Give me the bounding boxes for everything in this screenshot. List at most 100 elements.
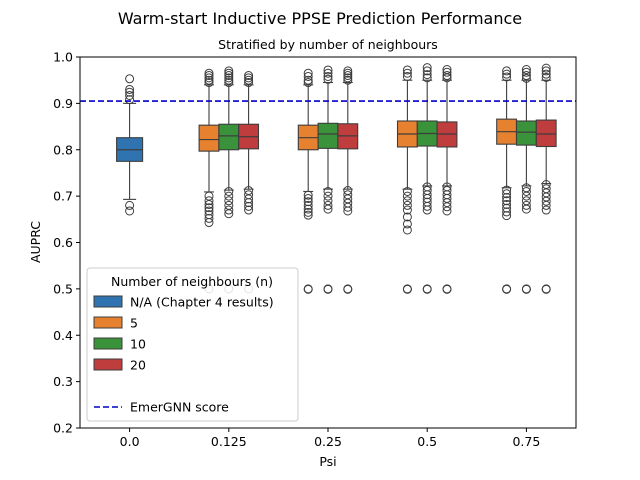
series-3-box-0-outlier-2 bbox=[244, 75, 254, 85]
y-tick-label-5: 0.7 bbox=[53, 189, 73, 204]
series-1 bbox=[198, 65, 518, 294]
series-1-box-0-outlier-7 bbox=[204, 199, 214, 209]
series-1-box-0-outlier-5 bbox=[204, 191, 214, 201]
series-0-box-0-outlier-0 bbox=[125, 74, 135, 84]
series-1-box-2-outlier-10 bbox=[402, 225, 412, 235]
series-0-box-0-outlier-5 bbox=[125, 200, 135, 210]
y-tick-label-1: 0.3 bbox=[53, 374, 73, 389]
series-1-box-3-outlier-0 bbox=[502, 66, 512, 76]
axes: 0.2 0.3 0.4 0.5 0.6 0.7 0.8 0.9 1.0 0.0 0.125 0.25 0… bbox=[53, 50, 540, 450]
series-1-box-2-outlier-2 bbox=[402, 71, 412, 81]
series-1-box-3-outlier-10 bbox=[502, 211, 512, 221]
series-2-box-0 bbox=[218, 123, 240, 151]
series-1-box-0-outlier-2 bbox=[204, 73, 214, 83]
series-2-box-0-outlier-6 bbox=[224, 186, 234, 196]
legend-label-1: 5 bbox=[130, 316, 138, 331]
series-1-box-0-outlier-3 bbox=[204, 75, 214, 85]
series-2-box-2-outlier-1 bbox=[422, 66, 432, 76]
series-1-box-2-outlier-9 bbox=[402, 219, 412, 229]
series-1-box-2-outlier-12 bbox=[402, 284, 412, 294]
series-3-box-2-outlier-12 bbox=[442, 284, 452, 294]
series-2-box-0-outlier-8 bbox=[224, 196, 234, 206]
y-axis-label: AUPRC bbox=[28, 221, 43, 263]
x-tick-label-0: 0.0 bbox=[120, 434, 140, 449]
series-3-box-0-outlier-7 bbox=[244, 198, 254, 208]
legend: Number of neighbours (n) N/A (Chapter 4 … bbox=[86, 267, 299, 422]
series-3-box-2-outlier-9 bbox=[442, 202, 452, 212]
series-2-box-3-outlier-2 bbox=[521, 71, 531, 81]
series-2-box-0-outlier-2 bbox=[224, 71, 234, 81]
series-2-box-2-outlier-6 bbox=[422, 190, 432, 200]
series-0-box-0-outlier-4 bbox=[125, 95, 135, 105]
series-3-box-0-outlier-6 bbox=[244, 194, 254, 204]
legend-label-2: 10 bbox=[130, 337, 146, 352]
series-1-box-0-outlier-0 bbox=[204, 68, 214, 78]
y-tick-label-7: 0.9 bbox=[53, 96, 73, 111]
series-2-box-3-outlier-5 bbox=[521, 186, 531, 196]
series-3-box-3-outlier-3 bbox=[541, 72, 551, 82]
series-0-box-0-outlier-1 bbox=[125, 84, 135, 94]
series-2-box-0-outlier-9 bbox=[224, 200, 234, 210]
series-3-box-3-outlier-12 bbox=[541, 284, 551, 294]
series-1-box-0 bbox=[198, 124, 220, 152]
series-1-box-0-outlier-1 bbox=[204, 71, 214, 81]
y-tick-label-6: 0.8 bbox=[53, 142, 73, 157]
series-2-box-3-outlier-3 bbox=[521, 73, 531, 83]
series-3-box-1-outlier-2 bbox=[343, 71, 353, 81]
series-1-box-2-outlier-8 bbox=[402, 212, 412, 222]
series-3-box-3-outlier-1 bbox=[541, 66, 551, 76]
series-2-box-2-outlier-12 bbox=[422, 284, 432, 294]
series-1-box-2-outlier-3 bbox=[402, 186, 412, 196]
series-2-box-2-outlier-10 bbox=[422, 205, 432, 215]
box-marks bbox=[116, 63, 557, 294]
series-3-box-0-outlier-1 bbox=[244, 73, 254, 83]
x-axis-label: Psi bbox=[319, 454, 336, 469]
series-1-box-3-outlier-8 bbox=[502, 203, 512, 213]
series-3-box-3-outlier-8 bbox=[541, 196, 551, 206]
legend-title: Number of neighbours (n) bbox=[111, 274, 273, 289]
series-3-box-1-outlier-10 bbox=[343, 206, 353, 216]
legend-swatch-3 bbox=[93, 358, 123, 371]
series-2-box-1-outlier-7 bbox=[323, 200, 333, 210]
series-2-box-1-outlier-1 bbox=[323, 68, 333, 78]
series-2-box-3-outlier-6 bbox=[521, 191, 531, 201]
series-1-box-3-outlier-12 bbox=[502, 284, 512, 294]
series-1-box-0-outlier-9 bbox=[204, 206, 214, 216]
series-2-box-0-outlier-11 bbox=[224, 209, 234, 219]
series-2-box-1-outlier-6 bbox=[323, 196, 333, 206]
series-2-box-0-outlier-1 bbox=[224, 68, 234, 78]
series-3-box-0-outlier-9 bbox=[244, 205, 254, 215]
series-3-box-0-outlier-0 bbox=[244, 71, 254, 81]
series-0-box-0-outlier-3 bbox=[125, 90, 135, 100]
series-3-box-3-outlier-10 bbox=[541, 205, 551, 215]
series-1-box-2-outlier-1 bbox=[402, 68, 412, 78]
series-3-box-1-outlier-3 bbox=[343, 73, 353, 83]
series-2 bbox=[218, 63, 537, 294]
series-2-box-1-outlier-5 bbox=[323, 191, 333, 201]
series-1-box-1-outlier-7 bbox=[303, 200, 313, 210]
series-2-box-1-outlier-0 bbox=[323, 65, 333, 75]
x-tick-label-1: 0.125 bbox=[211, 434, 247, 449]
series-2-box-2-outlier-9 bbox=[422, 201, 432, 211]
legend-label-0: N/A (Chapter 4 results) bbox=[130, 295, 274, 310]
chart-title: Warm-start Inductive PPSE Prediction Per… bbox=[118, 9, 522, 28]
series-3-box-2-outlier-3 bbox=[442, 73, 452, 83]
series-2-box-2-outlier-3 bbox=[422, 73, 432, 83]
legend-label-3: 20 bbox=[130, 358, 146, 373]
series-2-box-1 bbox=[317, 122, 339, 149]
series-1-box-2-outlier-4 bbox=[402, 191, 412, 201]
series-3-box-3-outlier-0 bbox=[541, 63, 551, 73]
series-1-box-1-outlier-5 bbox=[303, 193, 313, 203]
series-2-box-2-outlier-2 bbox=[422, 70, 432, 80]
series-1-box-1-outlier-2 bbox=[303, 75, 313, 85]
series-3-box-3-outlier-2 bbox=[541, 69, 551, 79]
series-3-box-3-outlier-9 bbox=[541, 200, 551, 210]
series-1-box-1-outlier-8 bbox=[303, 204, 313, 214]
series-1-box-1-outlier-10 bbox=[303, 210, 313, 220]
series-3-box-1-outlier-1 bbox=[343, 68, 353, 78]
series-1-box-3-outlier-5 bbox=[502, 193, 512, 203]
series-1-box-0-outlier-4 bbox=[204, 78, 214, 88]
series-2-box-1-outlier-8 bbox=[323, 204, 333, 214]
series-1-box-0-outlier-11 bbox=[204, 213, 214, 223]
